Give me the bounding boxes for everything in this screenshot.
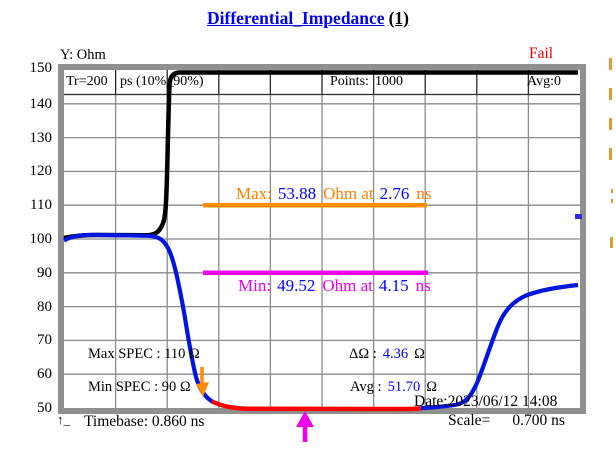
cropped-text-fragment [609,58,612,70]
max-annotation: Max: 53.88 Ohm at 2.76 ns [236,184,432,204]
avg-label: Avg : [350,379,382,395]
points-value: 1000 [375,74,403,89]
min-marker-arrow-icon[interactable] [296,411,314,442]
max-unit: ns [416,184,432,203]
grid-lines [64,70,580,408]
delta-value: 4.36 [382,346,409,362]
delta-unit: Ω [414,346,425,362]
min-label: Min: [238,276,272,295]
page-title: Differential_Impedance (1) [0,8,616,29]
y-tick-80: 80 [37,299,52,315]
plot-area [58,64,586,442]
step-reference-trace [63,70,578,241]
min-unit: ns [415,276,431,295]
avg-count: Avg:0 [527,74,561,89]
right-border-marker [575,214,582,219]
min-spec-text: Min SPEC : 90 Ω [88,379,191,395]
status-badge: Fail [529,45,554,62]
delta-label: ΔΩ : [349,346,377,362]
max-mid: Ohm at [323,184,374,203]
cropped-text-fragment [609,88,612,100]
y-tick-50: 50 [37,400,52,416]
max-marker-arrow-icon[interactable] [196,367,209,397]
plot-canvas [62,70,582,442]
max-time: 2.76 [379,184,410,203]
y-tick-110: 110 [30,197,52,213]
avg-ohm-readout: Avg : 51.70 Ω [350,379,437,396]
min-value: 49.52 [277,276,316,295]
max-spec-text: Max SPEC : 110 Ω [88,346,200,362]
y-tick-150: 150 [29,60,53,76]
y-tick-100: 100 [29,231,53,247]
title-main: Differential_Impedance [207,8,385,28]
cropped-text-fragment [611,189,613,193]
cropped-text-fragment [609,148,612,160]
y-tick-90: 90 [37,265,52,281]
min-time: 4.15 [378,276,409,295]
scale-readout: Scale= 0.700 ns [448,412,565,430]
y-axis-unit-label: Y: Ohm [60,47,106,63]
scale-label: Scale= [448,412,491,429]
title-suffix: (1) [388,8,409,28]
rise-time-detail: ps (10%_90%) [120,74,204,89]
cropped-text-fragment [609,118,612,130]
timebase-marker-icon: ↑_ [57,412,70,427]
y-tick-60: 60 [37,366,52,382]
max-value: 53.88 [277,184,317,203]
impedance-trace [62,232,216,405]
max-label: Max: [236,184,272,203]
min-annotation: Min: 49.52 Ohm at 4.15 ns [238,276,431,296]
avg-value: 51.70 [387,379,421,395]
y-tick-70: 70 [37,332,52,348]
min-mid: Ohm at [322,276,373,295]
timebase-readout: Timebase: 0.860 ns [84,413,205,430]
rise-time-label: Tr=200 [66,74,108,89]
impedance-below-spec-segment [211,399,423,412]
avg-unit: Ω [426,379,437,395]
delta-ohm-readout: ΔΩ : 4.36 Ω [349,346,425,363]
impedance-recovery-trace [420,282,579,411]
y-tick-130: 130 [29,130,53,146]
date-time: Date:2023/06/12 14:08 [414,393,558,410]
scale-value: 0.700 ns [512,412,565,429]
cropped-text-fragment [610,237,613,248]
y-tick-140: 140 [29,96,53,112]
y-tick-120: 120 [29,163,53,179]
cropped-text-fragment [611,199,613,203]
points-label: Points: [330,74,369,89]
